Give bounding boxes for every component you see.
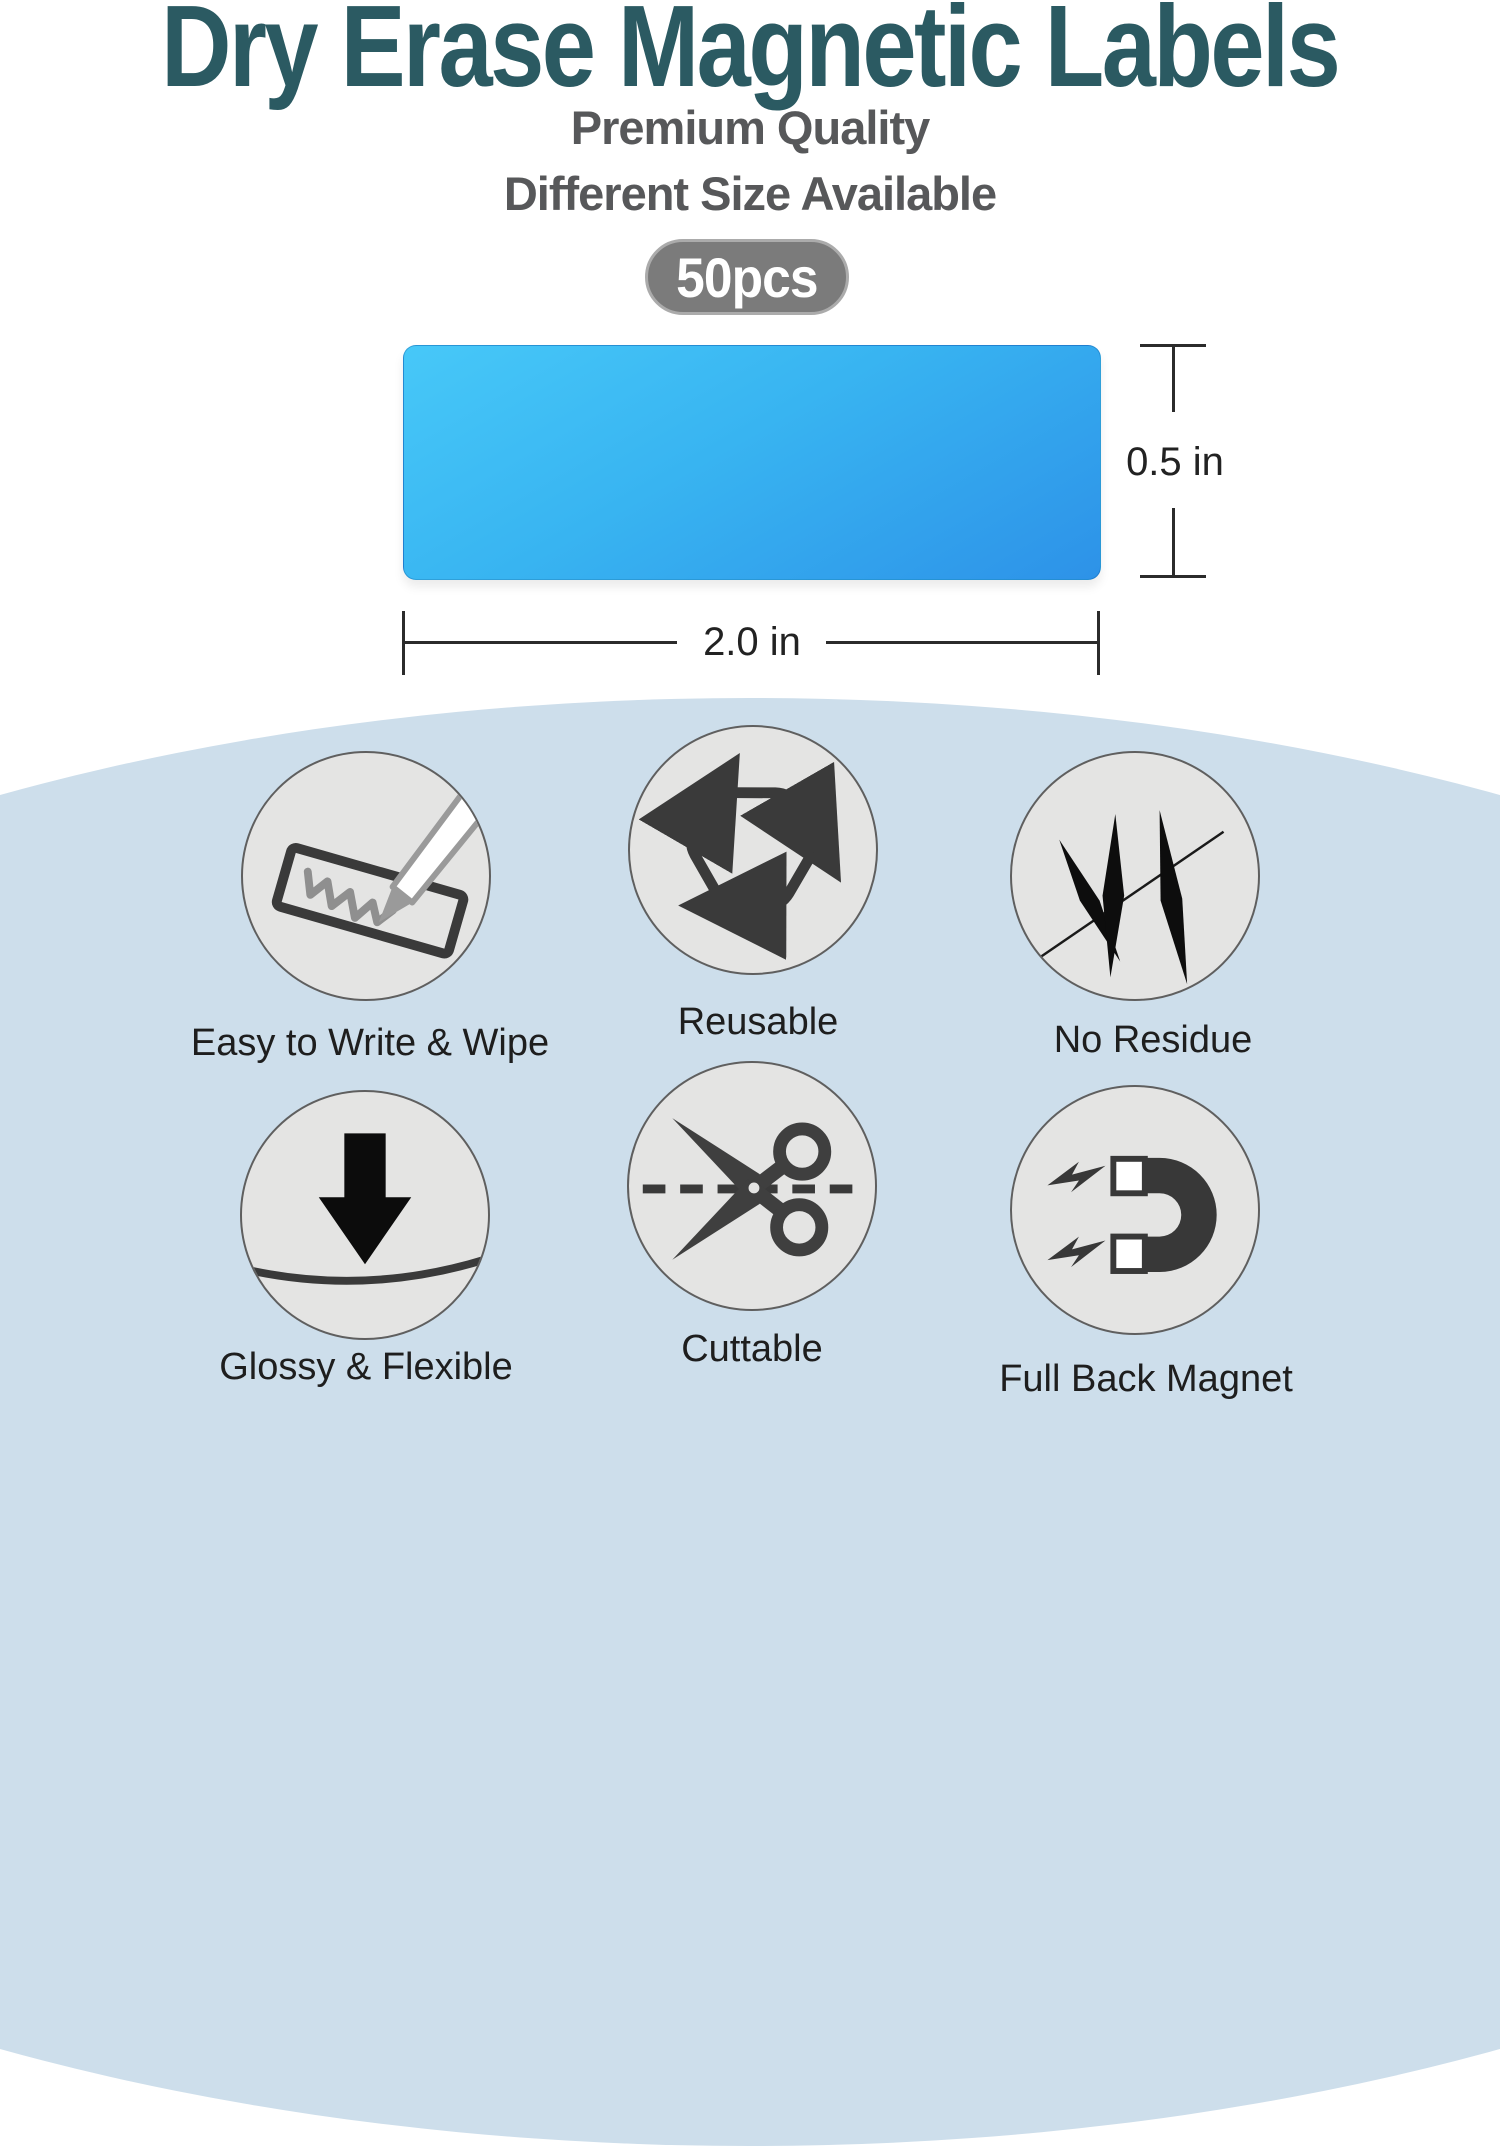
page-title: Dry Erase Magnetic Labels — [0, 0, 1500, 104]
scratch-marks-icon — [1038, 810, 1225, 985]
width-dimension-cap-right — [1097, 611, 1100, 675]
width-dimension-label: 2.0 in — [703, 620, 801, 664]
quantity-badge: 50pcs — [645, 239, 849, 315]
feature-circle-write-wipe — [241, 751, 491, 1001]
recycle-icon — [638, 753, 842, 960]
height-dimension-line-bottom — [1172, 508, 1175, 577]
subtitle-premium-quality: Premium Quality — [570, 101, 931, 154]
feature-circle-cuttable — [627, 1061, 877, 1311]
feature-circle-no-residue — [1010, 751, 1260, 1001]
blue-label-swatch — [403, 345, 1101, 580]
height-dimension-line-top — [1172, 344, 1175, 412]
feature-label-reusable: Reusable — [677, 1001, 839, 1043]
width-dimension-line-right — [826, 641, 1098, 644]
height-dimension-cap-bottom — [1140, 575, 1206, 578]
feature-circle-glossy-flexible — [240, 1090, 490, 1340]
quantity-badge-text: 50pcs — [676, 245, 818, 309]
width-dimension-cap-left — [402, 611, 405, 675]
feature-label-full-back-magnet: Full Back Magnet — [999, 1358, 1293, 1400]
subtitle-size-available: Different Size Available — [503, 167, 997, 220]
down-arrow-flex-icon — [243, 1133, 488, 1285]
scissors-icon — [642, 1118, 862, 1260]
feature-label-write-wipe: Easy to Write & Wipe — [190, 1022, 550, 1064]
page-title-text: Dry Erase Magnetic Labels — [161, 0, 1341, 111]
pen-writing-icon — [271, 775, 489, 959]
feature-label-glossy-flexible: Glossy & Flexible — [219, 1346, 513, 1388]
feature-label-no-residue: No Residue — [1053, 1019, 1253, 1061]
width-dimension-line-left — [405, 641, 677, 644]
magnet-icon — [1047, 1155, 1217, 1274]
feature-label-cuttable: Cuttable — [681, 1328, 823, 1370]
feature-circle-full-back-magnet — [1010, 1085, 1260, 1335]
height-dimension-label: 0.5 in — [1126, 440, 1224, 484]
feature-circle-reusable — [628, 725, 878, 975]
